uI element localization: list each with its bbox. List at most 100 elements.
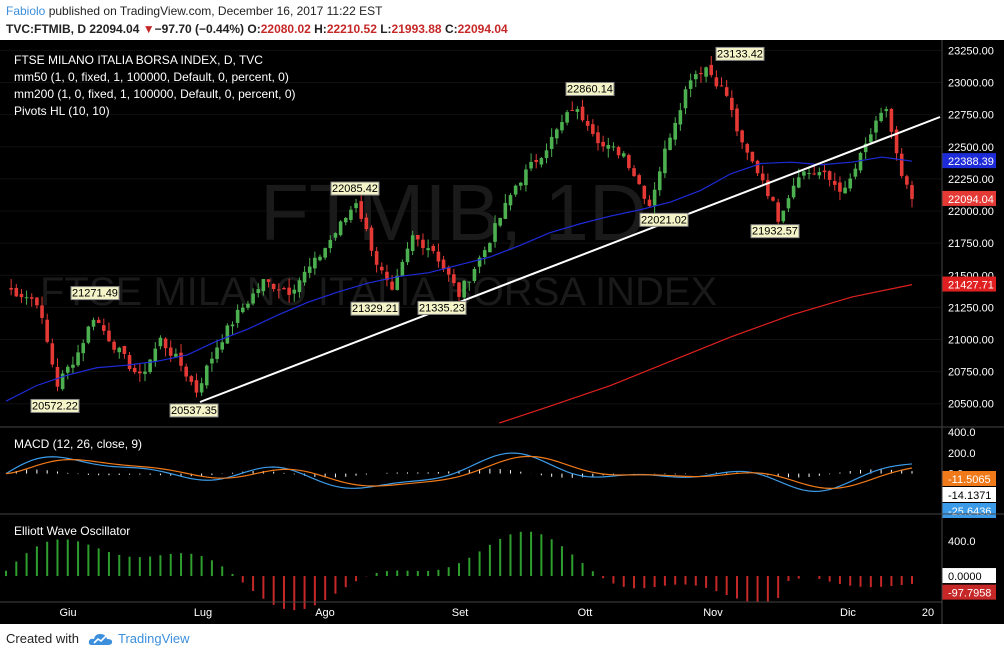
candle-body	[529, 161, 533, 169]
time-tick-label: Dic	[840, 607, 856, 619]
candle-body	[390, 281, 394, 290]
candle-body	[297, 280, 302, 293]
pivot-label: 22860.14	[567, 84, 613, 96]
candle-body	[776, 202, 780, 222]
pivot-label-box	[350, 301, 400, 316]
candle-body	[462, 280, 466, 298]
publish-info: published on TradingView.com, December 1…	[45, 4, 383, 18]
candle-body	[822, 170, 827, 173]
candle-body	[14, 287, 19, 297]
author-link[interactable]: Fabiolo	[6, 4, 46, 18]
candle-body	[379, 266, 384, 271]
candle-body	[755, 160, 760, 174]
candle-body	[457, 282, 461, 297]
candle-body	[107, 330, 111, 342]
ewo-tag: -97.7958	[948, 588, 991, 600]
candle-body	[385, 271, 389, 281]
pivot-label-box	[639, 212, 689, 227]
pivot-label: 20572.22	[32, 400, 78, 412]
trendline[interactable]	[199, 116, 941, 403]
time-tick-label: 20	[922, 607, 934, 619]
chart-canvas[interactable]: FTMIB, 1D FTSE MILANO ITALIA BORSA INDEX…	[0, 40, 1004, 624]
pivot-label-box	[750, 224, 800, 239]
pivot-label-box	[30, 398, 80, 413]
ewo-tag: 0.0000	[948, 571, 982, 583]
candle-body	[343, 217, 348, 223]
created-with-text: Created with	[6, 631, 79, 646]
candle-body	[158, 337, 163, 347]
candle-body	[55, 366, 60, 387]
candle-body	[524, 169, 528, 186]
candle-body	[699, 72, 703, 75]
chart-background	[0, 40, 1004, 624]
candle-body	[405, 248, 410, 263]
price-tick-label: 22750.00	[948, 110, 994, 122]
candle-body	[230, 324, 235, 327]
candle-body	[199, 383, 204, 393]
candle-body	[400, 261, 405, 277]
candle-body	[637, 175, 641, 185]
pivot-label: 21335.23	[419, 302, 465, 314]
candle-body	[302, 271, 307, 283]
tradingview-cloud-icon	[88, 634, 113, 645]
candle-body	[364, 217, 369, 230]
time-tick-label: Nov	[703, 607, 723, 619]
ewo-pane: 400.00.00.0000-97.7958	[5, 531, 996, 611]
candle-body	[395, 275, 400, 290]
candle-body	[349, 209, 353, 220]
candle-body	[760, 173, 765, 181]
close-label: C:	[444, 22, 458, 36]
candle-body	[328, 239, 333, 249]
candle-body	[724, 87, 729, 96]
candle-body	[575, 109, 580, 112]
candle-body	[45, 319, 49, 342]
price-tick-label: 21000.00	[948, 334, 994, 346]
candle-body	[693, 74, 698, 80]
candle-body	[802, 171, 806, 176]
low-label: L:	[380, 22, 392, 36]
grid	[0, 49, 942, 405]
candle-body	[534, 160, 539, 163]
pivot-label-box	[70, 286, 120, 301]
candle-body	[493, 223, 497, 242]
time-tick-label: Lug	[194, 607, 212, 619]
candle-body	[730, 97, 734, 111]
candle-body	[35, 297, 39, 306]
candle-body	[81, 343, 86, 354]
candle-body	[307, 266, 312, 273]
publish-line: Fabiolo published on TradingView.com, De…	[6, 4, 382, 18]
high-value: 22210.52	[326, 22, 377, 36]
pivot-label: 22085.42	[332, 183, 378, 195]
candle-body	[271, 283, 276, 290]
tradingview-link[interactable]: TradingView	[118, 631, 190, 646]
candle-body	[86, 326, 91, 343]
candle-body	[869, 134, 873, 143]
candle-body	[138, 371, 142, 374]
candle-body	[153, 348, 158, 362]
candle-body	[786, 198, 791, 209]
candle-body	[704, 67, 708, 77]
price-tick-label: 21250.00	[948, 302, 994, 314]
candle-body	[71, 364, 75, 368]
candle-body	[359, 201, 363, 219]
candle-body	[570, 109, 575, 112]
time-axis[interactable]: Giu Lug Ago Set Ott Nov Dic 20	[59, 607, 934, 619]
candle-body	[910, 185, 914, 199]
candle-body	[102, 325, 106, 331]
candle-body	[436, 251, 441, 262]
mm50-line	[5, 156, 913, 402]
macd-tag: -14.1371	[948, 490, 991, 502]
candle-body	[482, 250, 487, 257]
candle-body	[220, 342, 225, 350]
candle-body	[354, 203, 358, 209]
candle-body	[832, 181, 837, 185]
candle-body	[426, 248, 430, 251]
price-axis[interactable]: 20500.0020750.0021000.0021250.0021500.00…	[942, 45, 996, 411]
candle-body	[853, 168, 858, 177]
candle-body	[323, 248, 327, 258]
candle-body	[24, 297, 29, 299]
candle-body	[621, 153, 626, 157]
pivot-label-box	[330, 181, 380, 196]
candle-body	[168, 347, 173, 356]
pivot-labels: 21271.49 20572.22 20537.35 22085.42 21329.21…	[30, 46, 800, 418]
